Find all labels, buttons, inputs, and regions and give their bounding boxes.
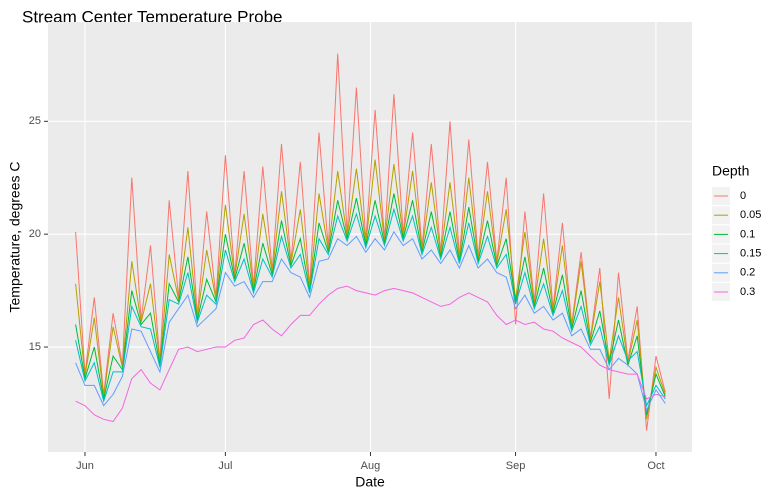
series-line — [75, 285, 666, 423]
series-line — [75, 159, 666, 420]
legend-label: 0.15 — [740, 248, 761, 260]
chart-title: Stream Center Temperature Probe — [22, 7, 282, 26]
x-tick-label: Jul — [218, 460, 232, 472]
x-tick-label: Sep — [506, 460, 526, 472]
y-tick-label: 25 — [29, 115, 41, 127]
series-line — [75, 193, 666, 415]
series-line — [75, 53, 666, 431]
legend-label: 0.2 — [740, 267, 755, 279]
x-tick-label: Jun — [76, 460, 94, 472]
y-tick-label: 15 — [29, 341, 41, 353]
x-axis-label: Date — [355, 474, 385, 490]
legend-label: 0.1 — [740, 228, 755, 240]
legend-title: Depth — [712, 163, 749, 179]
legend-label: 0 — [740, 190, 746, 202]
series-line — [75, 207, 666, 408]
x-tick-label: Aug — [361, 460, 381, 472]
y-tick-label: 20 — [29, 228, 41, 240]
series-line — [75, 230, 666, 412]
x-tick-label: Oct — [647, 460, 664, 472]
y-axis-label: Temperature, degrees C — [7, 162, 23, 313]
legend-label: 0.3 — [740, 286, 755, 298]
legend-label: 0.05 — [740, 209, 761, 221]
